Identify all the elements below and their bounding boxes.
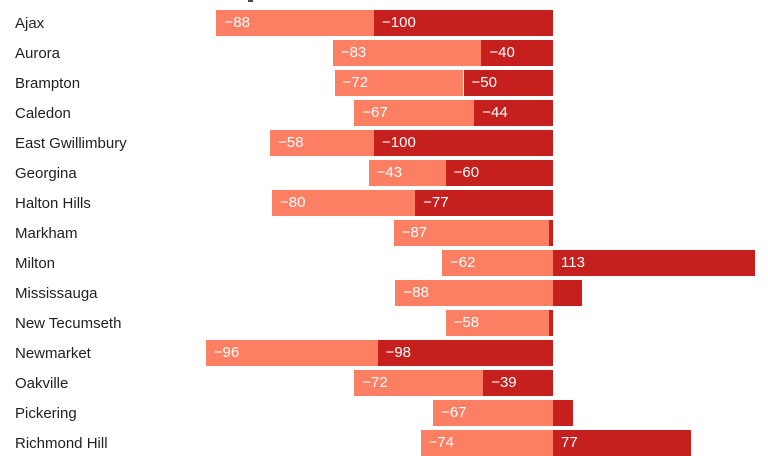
bar-mississauga-light[interactable]: −88 — [395, 280, 553, 306]
category-label-mississauga: Mississauga — [15, 284, 98, 302]
value-label: −58 — [278, 134, 304, 151]
category-label-new-tecumseth: New Tecumseth — [15, 314, 122, 332]
bar-pickering-light[interactable]: −67 — [433, 400, 553, 426]
value-label: −98 — [385, 344, 412, 361]
bar-georgina-light[interactable]: −43 — [368, 160, 446, 186]
value-label: −100 — [382, 14, 416, 31]
value-label: −80 — [279, 194, 306, 211]
bar-east-gwillimbury-light[interactable]: −58 — [270, 130, 374, 156]
category-label-caledon: Caledon — [15, 104, 71, 122]
bar-mississauga-dark[interactable] — [553, 280, 582, 306]
category-label-richmond-hill: Richmond Hill — [15, 434, 108, 452]
value-label: −100 — [382, 134, 416, 151]
value-label: −39 — [491, 374, 517, 391]
value-label: 113 — [561, 254, 585, 271]
bar-richmond-hill-light[interactable]: −74 — [420, 430, 553, 456]
category-label-milton: Milton — [15, 254, 56, 272]
category-label-pickering: Pickering — [15, 404, 77, 422]
bar-oakville-dark[interactable]: −39 — [483, 370, 553, 396]
bar-milton-dark[interactable]: 113 — [553, 250, 756, 276]
value-label: −67 — [362, 104, 388, 121]
bar-aurora-dark[interactable]: −40 — [481, 40, 553, 66]
bar-halton-hills-light[interactable]: −80 — [271, 190, 416, 216]
category-label-markham: Markham — [15, 224, 78, 242]
value-label: −67 — [441, 404, 467, 421]
category-label-newmarket: Newmarket — [15, 344, 91, 362]
category-label-east-gwillimbury: East Gwillimbury — [15, 134, 127, 152]
bar-markham-dark[interactable] — [549, 220, 553, 246]
value-label: −40 — [489, 44, 515, 61]
bar-markham-light[interactable]: −87 — [393, 220, 550, 246]
value-label: −72 — [362, 374, 388, 391]
bar-ajax-dark[interactable]: −100 — [374, 10, 553, 36]
bar-brampton-dark[interactable]: −50 — [463, 70, 553, 96]
category-label-georgina: Georgina — [15, 164, 77, 182]
bar-newmarket-light[interactable]: −96 — [205, 340, 378, 366]
value-label: −96 — [213, 344, 240, 361]
category-label-oakville: Oakville — [15, 374, 69, 392]
value-label: −60 — [453, 164, 480, 181]
value-label: −87 — [401, 224, 428, 241]
value-label: −88 — [403, 284, 429, 301]
value-label: −62 — [450, 254, 476, 271]
bar-richmond-hill-dark[interactable]: 77 — [553, 430, 691, 456]
bar-caledon-dark[interactable]: −44 — [474, 100, 553, 126]
value-label: −83 — [340, 44, 367, 61]
value-label: −88 — [224, 14, 250, 31]
value-label: 77 — [561, 434, 578, 451]
bar-halton-hills-dark[interactable]: −77 — [415, 190, 553, 216]
value-label: −50 — [471, 74, 497, 91]
value-label: −74 — [428, 434, 454, 451]
bar-caledon-light[interactable]: −67 — [354, 100, 475, 126]
category-label-brampton: Brampton — [15, 74, 81, 92]
bar-ajax-light[interactable]: −88 — [216, 10, 374, 36]
bar-new-tecumseth-light[interactable]: −58 — [445, 310, 550, 336]
bar-aurora-light[interactable]: −83 — [332, 40, 482, 66]
bar-pickering-dark[interactable] — [553, 400, 573, 426]
category-label-aurora: Aurora — [15, 44, 61, 62]
category-label-ajax: Ajax — [15, 14, 45, 32]
bar-milton-light[interactable]: −62 — [442, 250, 553, 276]
value-label: −72 — [342, 74, 369, 91]
bar-east-gwillimbury-dark[interactable]: −100 — [374, 130, 553, 156]
category-label-halton-hills: Halton Hills — [15, 194, 91, 212]
bar-new-tecumseth-dark[interactable] — [549, 310, 553, 336]
value-label: −44 — [482, 104, 508, 121]
bar-oakville-light[interactable]: −72 — [354, 370, 484, 396]
clipped-title-fragment — [248, 0, 253, 2]
bar-brampton-light[interactable]: −72 — [334, 70, 464, 96]
value-label: −77 — [423, 194, 449, 211]
value-label: −43 — [376, 164, 403, 181]
bar-newmarket-dark[interactable]: −98 — [377, 340, 553, 366]
bar-georgina-dark[interactable]: −60 — [445, 160, 553, 186]
value-label: −58 — [453, 314, 480, 331]
